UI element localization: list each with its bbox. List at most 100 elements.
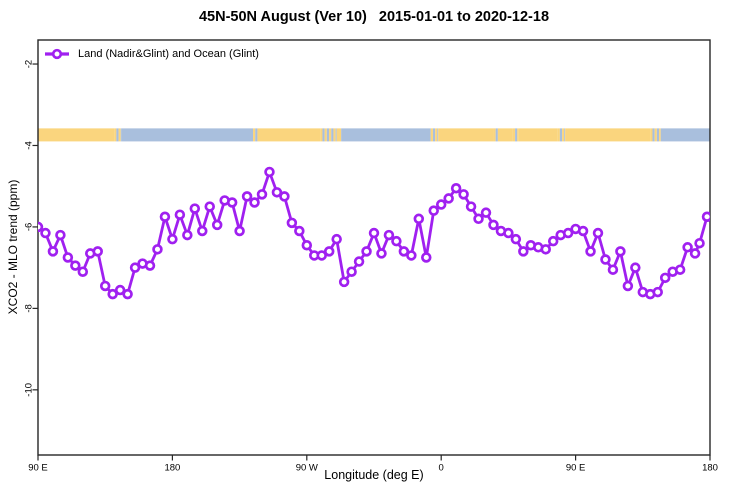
surface-strip-mix-segment xyxy=(495,128,498,142)
x-tick-label: 180 xyxy=(702,463,718,474)
data-point xyxy=(577,225,589,237)
data-point xyxy=(114,284,126,296)
data-point xyxy=(585,246,596,257)
data-point xyxy=(271,187,283,198)
data-point xyxy=(398,246,410,257)
data-point xyxy=(353,256,365,267)
data-point xyxy=(249,197,260,208)
data-point xyxy=(234,225,245,237)
surface-strip-mix-segment xyxy=(656,128,660,142)
data-point xyxy=(383,229,395,241)
data-point xyxy=(615,246,626,257)
data-point xyxy=(286,217,298,229)
surface-strip-mix-segment xyxy=(515,128,518,142)
data-point xyxy=(338,276,350,288)
surface-strip-land-segment xyxy=(438,128,494,142)
surface-strip-land-segment xyxy=(336,128,342,142)
data-point xyxy=(443,193,454,204)
data-point xyxy=(510,233,522,245)
data-point xyxy=(540,244,551,255)
data-point xyxy=(473,213,484,225)
y-tick-label: -2 xyxy=(24,60,35,68)
data-point xyxy=(682,242,693,253)
data-point xyxy=(40,227,51,239)
data-point xyxy=(622,280,634,292)
surface-strip-land-segment xyxy=(518,128,558,142)
data-point xyxy=(674,264,686,275)
plot-border xyxy=(37,39,711,456)
data-point xyxy=(167,233,178,245)
surface-strip-mix-segment xyxy=(562,128,565,142)
x-tick-label: 90 E xyxy=(28,463,48,474)
data-point xyxy=(391,235,402,247)
series-marker-icon xyxy=(45,48,69,60)
data-point xyxy=(99,280,111,292)
surface-strip-mix-segment xyxy=(652,128,655,142)
surface-strip-mix-segment xyxy=(650,128,653,142)
data-point xyxy=(301,240,313,251)
data-point xyxy=(197,225,208,237)
data-point xyxy=(55,229,66,241)
x-tick-label: 90 W xyxy=(296,463,318,474)
surface-strip-mix-segment xyxy=(559,128,563,142)
surface-strip-mix-segment xyxy=(120,128,122,142)
data-point xyxy=(152,244,163,255)
data-point xyxy=(256,189,268,200)
data-point xyxy=(450,182,462,194)
surface-strip-mix-segment xyxy=(512,128,516,142)
data-point xyxy=(107,288,118,300)
surface-strip-mix-segment xyxy=(432,128,436,142)
surface-strip-mix-segment xyxy=(654,128,657,142)
data-point xyxy=(316,250,327,261)
data-point xyxy=(458,189,469,200)
data-point xyxy=(38,221,44,233)
data-point xyxy=(159,211,171,223)
surface-strip-mix-segment xyxy=(430,128,433,142)
data-point xyxy=(331,233,342,245)
legend: Land (Nadir&Glint) and Ocean (Glint) xyxy=(44,46,259,62)
surface-strip-mix-segment xyxy=(557,128,560,142)
surface-strip-mix-segment xyxy=(517,128,519,142)
surface-strip-mix-segment xyxy=(114,128,117,142)
data-point xyxy=(562,227,574,239)
data-point xyxy=(144,260,156,271)
surface-strip-mix-segment xyxy=(253,128,256,142)
data-point xyxy=(488,219,499,231)
surface-strip-mix-segment xyxy=(322,128,325,142)
y-tick-label: -4 xyxy=(24,141,35,149)
surface-strip-land-segment xyxy=(565,128,651,142)
surface-strip-land-segment xyxy=(38,128,115,142)
data-point xyxy=(182,229,193,241)
surface-strip-mix-segment xyxy=(437,128,439,142)
x-tick-label: 180 xyxy=(164,463,180,474)
surface-strip-land-segment xyxy=(257,128,321,142)
data-point xyxy=(241,191,253,202)
data-point xyxy=(607,264,619,275)
data-point xyxy=(122,288,133,300)
data-point xyxy=(630,262,641,273)
surface-strip-mix-segment xyxy=(118,128,121,142)
surface-strip-mix-segment xyxy=(324,128,327,142)
data-point xyxy=(174,209,186,220)
y-tick-label: -6 xyxy=(24,223,35,231)
data-point xyxy=(652,286,663,298)
data-point xyxy=(279,191,290,202)
data-point xyxy=(47,246,59,257)
data-point xyxy=(406,250,417,261)
surface-strip-mix-segment xyxy=(493,128,496,142)
chart-title: 45N-50N August (Ver 10) 2015-01-01 to 20… xyxy=(198,9,550,25)
y-axis-title: XCO2 - MLO trend (ppm) xyxy=(6,179,20,315)
data-point xyxy=(361,246,372,257)
data-point xyxy=(435,199,447,210)
surface-strip-mix-segment xyxy=(326,128,330,142)
data-point xyxy=(204,201,215,212)
data-point xyxy=(294,225,305,237)
data-point xyxy=(518,246,529,257)
data-point xyxy=(503,227,514,239)
data-point xyxy=(226,197,238,208)
y-tick-label: -8 xyxy=(24,304,35,312)
data-point xyxy=(62,252,74,263)
surface-strip-ocean-segment xyxy=(660,128,710,142)
data-point xyxy=(92,246,103,257)
data-point xyxy=(547,235,559,247)
